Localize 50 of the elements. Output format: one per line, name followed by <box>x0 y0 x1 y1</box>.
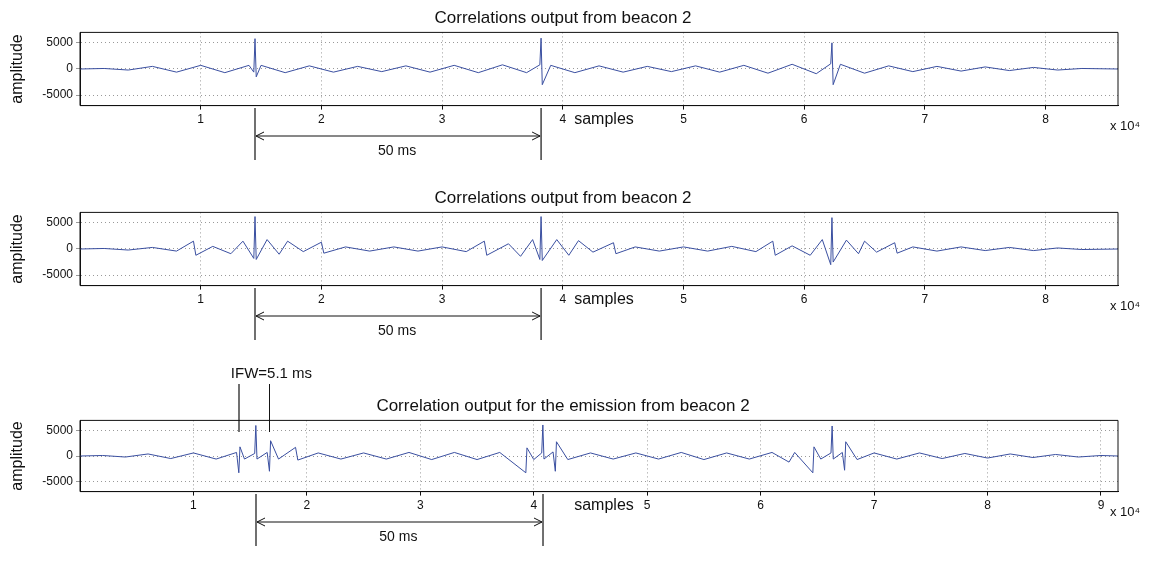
y-tick-label: 0 <box>66 241 74 256</box>
text: 50 ms <box>378 321 417 338</box>
x-tick-label: 3 <box>416 498 424 513</box>
x-tick-label: 5 <box>680 292 688 307</box>
x-tick-label: 1 <box>190 498 198 513</box>
x-tick-label: 4 <box>530 498 538 513</box>
y-axis-title: amplitude <box>8 421 26 491</box>
text: x 10⁴ <box>1110 297 1141 313</box>
x-axis-title: samples <box>574 110 634 128</box>
x-tick-label: 1 <box>197 112 205 127</box>
x-tick-label: 4 <box>559 292 567 307</box>
y-tick-label: -5000 <box>42 267 74 282</box>
x-tick-label: 5 <box>643 498 651 513</box>
x-tick-label: 7 <box>921 292 929 307</box>
x-axis-title: samples <box>574 290 634 308</box>
y-tick-label: -5000 <box>42 473 74 488</box>
x-tick-label: 3 <box>438 112 446 127</box>
chart-title: Correlations output from beacon 2 <box>434 7 692 27</box>
x-tick-label: 1 <box>197 292 205 307</box>
x-tick-label: 3 <box>438 292 446 307</box>
x-tick-label: 2 <box>318 292 326 307</box>
x-tick-label: 6 <box>800 292 808 307</box>
text: x 10⁴ <box>1110 117 1141 133</box>
text: IFW=5.1 ms <box>230 364 313 382</box>
y-tick-label: 0 <box>66 61 74 76</box>
x-tick-label: 7 <box>870 498 878 513</box>
x-tick-label: 8 <box>1042 292 1050 307</box>
x-tick-label: 2 <box>303 498 311 513</box>
x-tick-label: 6 <box>757 498 765 513</box>
x-axis-title: samples <box>574 496 634 514</box>
text: 50 ms <box>378 141 417 158</box>
x-tick-label: 2 <box>318 112 326 127</box>
x-tick-label: 4 <box>559 112 567 127</box>
y-tick-label: 5000 <box>46 422 74 437</box>
y-tick-label: 5000 <box>46 35 74 50</box>
x-tick-label: 7 <box>921 112 929 127</box>
text: 50 ms <box>379 527 418 544</box>
x-tick-label: 8 <box>1042 112 1050 127</box>
y-axis-title: amplitude <box>8 34 26 104</box>
x-tick-label: 6 <box>800 112 808 127</box>
chart-title: Correlations output from beacon 2 <box>434 187 692 207</box>
y-axis-title: amplitude <box>8 214 26 284</box>
x-tick-label: 9 <box>1097 498 1105 513</box>
text: x 10⁴ <box>1110 503 1141 519</box>
x-tick-label: 5 <box>680 112 688 127</box>
y-tick-label: 5000 <box>46 215 74 230</box>
x-tick-label: 8 <box>984 498 992 513</box>
chart-title: Correlation output for the emission from beacon 2 <box>376 395 750 415</box>
y-tick-label: -5000 <box>42 87 74 102</box>
y-tick-label: 0 <box>66 448 74 463</box>
